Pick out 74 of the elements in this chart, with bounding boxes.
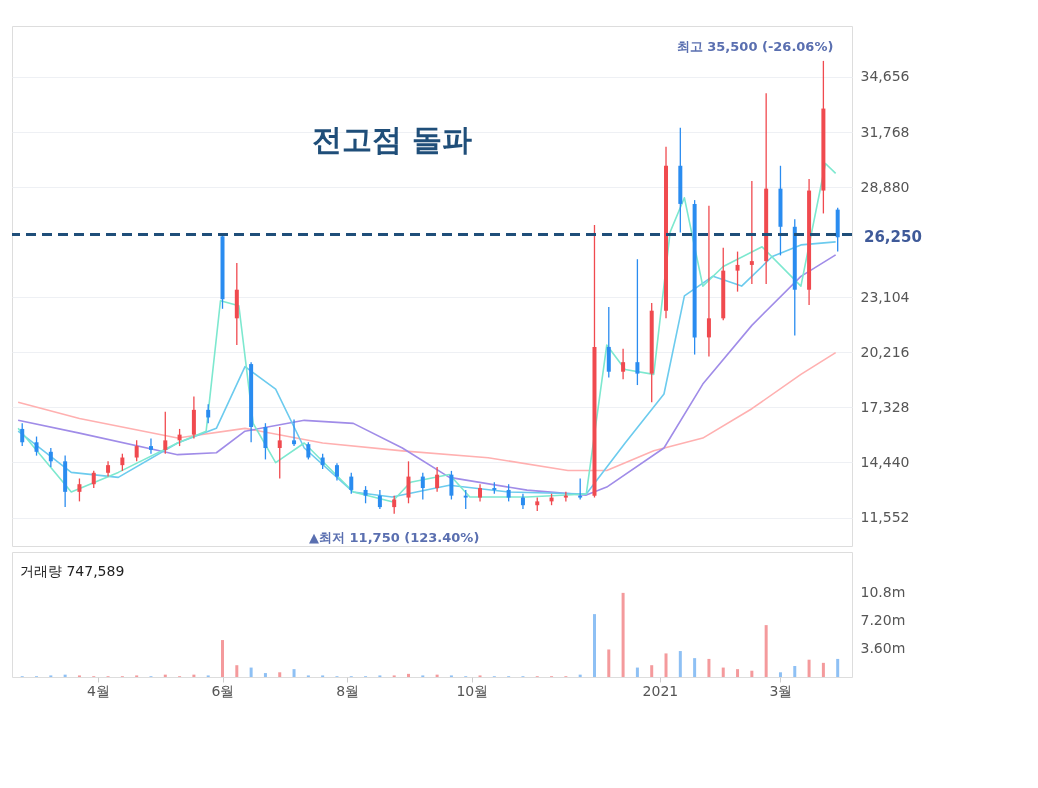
candlestick — [148, 437, 153, 455]
bar — [778, 672, 782, 677]
candlestick — [706, 205, 711, 358]
bar — [664, 653, 668, 677]
x-tick-label: 6월 — [211, 682, 235, 699]
candlestick — [463, 489, 468, 510]
annotation: 최고 35,500 (-26.06%) — [676, 38, 834, 54]
annotation: 전고점 돌파 — [312, 122, 473, 157]
candlestick — [435, 466, 440, 493]
y-tick-label: 10.8m — [860, 583, 906, 600]
x-tick-label: 2021 — [642, 682, 679, 699]
y-tick-label: 34,656 — [860, 68, 910, 85]
bar — [693, 658, 697, 677]
text: 26,250 — [864, 228, 922, 246]
bar — [635, 667, 639, 677]
y-tick-label: 14,440 — [860, 453, 910, 470]
bar — [793, 665, 797, 677]
candlestick — [134, 439, 139, 462]
x-tick-label: 3월 — [769, 682, 793, 699]
x-tick-label: 10월 — [456, 682, 489, 699]
bar — [292, 669, 296, 677]
candlestick — [263, 422, 268, 461]
bar — [821, 662, 825, 677]
y-tick-label: 23,104 — [860, 288, 910, 305]
candlestick — [749, 180, 754, 285]
bar — [621, 592, 625, 677]
candlestick — [77, 477, 82, 503]
candlestick — [277, 426, 282, 480]
bar — [678, 651, 682, 677]
y-tick-label: 11,552 — [860, 509, 910, 526]
candlestick — [48, 447, 53, 468]
bar — [235, 665, 239, 677]
x-tick-label: 8월 — [336, 682, 360, 699]
candlestick — [420, 472, 425, 501]
bar — [721, 667, 725, 677]
y-tick-label: 20,216 — [860, 343, 910, 360]
candlestick — [34, 435, 39, 457]
bar — [707, 658, 711, 677]
candlestick — [449, 470, 454, 501]
bar — [650, 665, 654, 677]
x-tick-label: 4월 — [86, 682, 110, 699]
bar — [263, 673, 267, 677]
candlestick — [292, 418, 297, 447]
bar — [221, 640, 225, 677]
y-tick-label: 28,880 — [860, 178, 910, 195]
candlestick — [406, 460, 411, 504]
candlestick — [377, 489, 382, 510]
candlestick — [735, 250, 740, 293]
candlestick — [206, 403, 211, 424]
bar — [750, 670, 754, 677]
y-tick-label: 3.60m — [860, 640, 906, 657]
line-series — [17, 351, 837, 472]
y-tick-label: 7.20m — [860, 611, 906, 628]
bar — [736, 669, 740, 677]
bar — [592, 614, 596, 677]
annotation: ▲최저 11,750 (123.40%) — [309, 529, 480, 545]
candlestick — [621, 348, 626, 380]
bar — [807, 659, 811, 677]
candlestick — [635, 258, 640, 386]
candlestick — [20, 422, 25, 447]
bar — [607, 649, 611, 677]
bar — [278, 672, 282, 677]
candlestick — [163, 411, 168, 455]
candlestick — [349, 472, 354, 495]
y-tick-label: 31,768 — [860, 123, 910, 140]
candlestick — [392, 495, 397, 515]
candlestick — [578, 477, 583, 501]
candlestick — [563, 491, 568, 503]
annotation: 거래량 747,589 — [20, 563, 125, 579]
y-tick-label: 17,328 — [860, 398, 910, 415]
bar — [764, 625, 768, 677]
bar — [249, 667, 253, 677]
bar — [407, 673, 410, 677]
bar — [836, 658, 840, 677]
